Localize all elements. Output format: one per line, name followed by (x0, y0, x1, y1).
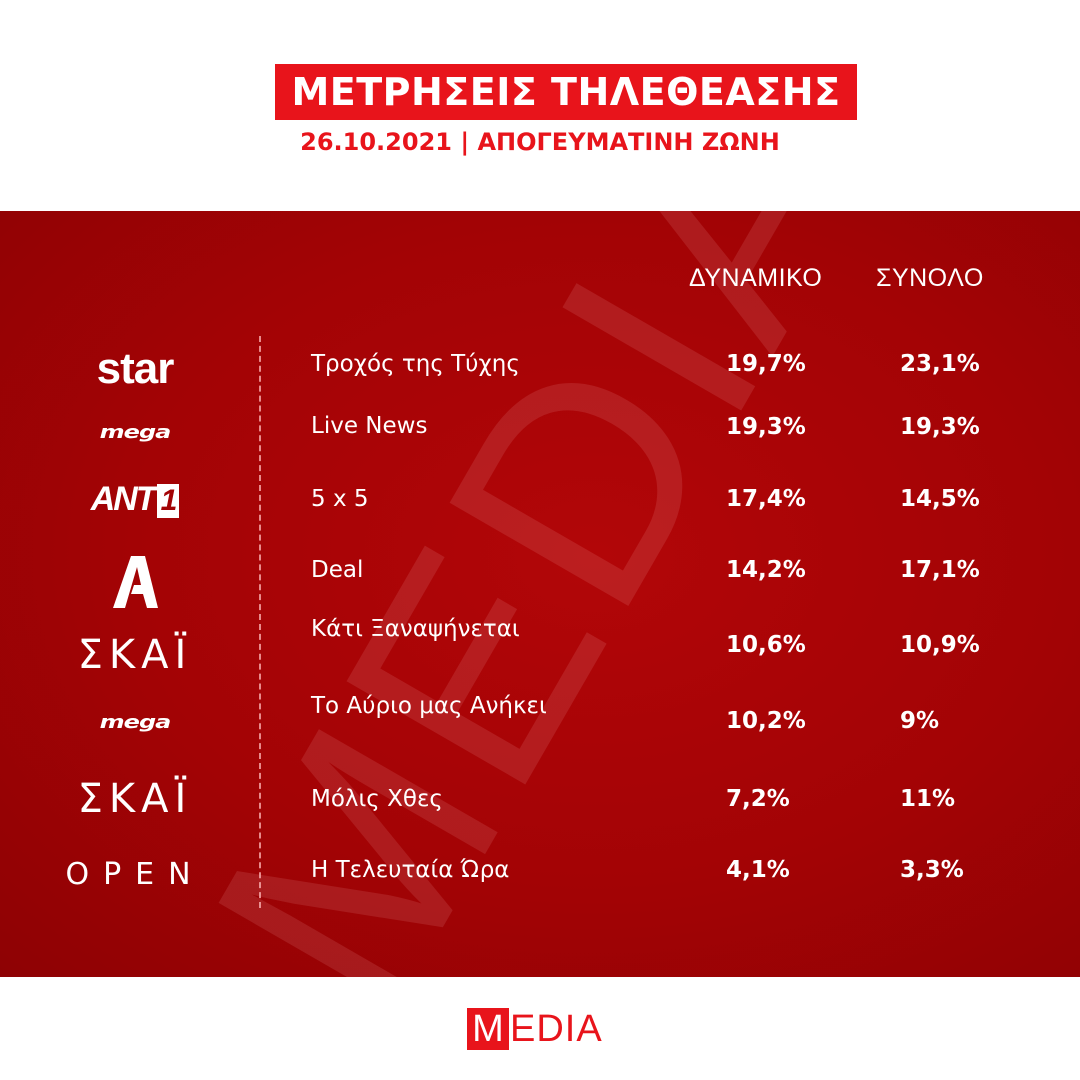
mega-logo-text: mega (99, 421, 172, 443)
ant1-logo-ant: ANT (90, 479, 157, 518)
dynamic-value: 7,2% (726, 786, 790, 812)
total-value: 9% (900, 708, 940, 734)
total-value: 19,3% (900, 414, 980, 440)
show-name: Η Τελευταία Ώρα (311, 857, 510, 883)
show-name: Κάτι Ξαναψήνεται (311, 616, 520, 642)
column-header-total: ΣΥΝΟΛΟ (876, 264, 984, 292)
ant1-channel-logo: ANT 1 (70, 476, 200, 522)
skai-logo-text: ΣΚΑΪ (77, 632, 193, 678)
total-value: 10,9% (900, 632, 980, 658)
skai-logo-text: ΣΚΑΪ (77, 776, 193, 822)
show-name: 5 x 5 (311, 486, 369, 512)
total-value: 14,5% (900, 486, 980, 512)
dashed-divider (259, 336, 261, 908)
media-footer-logo: M EDIA (467, 1006, 603, 1050)
dynamic-value: 10,2% (726, 708, 806, 734)
dynamic-value: 17,4% (726, 486, 806, 512)
show-name: Live News (311, 413, 428, 439)
skai-channel-logo: ΣΚΑΪ (70, 630, 200, 680)
show-name: Μόλις Χθες (311, 786, 443, 812)
total-value: 11% (900, 786, 956, 812)
page-subtitle: 26.10.2021 | ΑΠΟΓΕΥΜΑΤΙΝΗ ΖΩΝΗ (300, 128, 780, 156)
media-logo-m: M (467, 1008, 509, 1050)
show-name: Το Αύριο μας Ανήκει (311, 693, 547, 719)
ratings-panel: MEDIA (0, 211, 1080, 977)
page-title: ΜΕΤΡΗΣΕΙΣ ΤΗΛΕΘΕΑΣΗΣ (275, 64, 857, 120)
show-name: Deal (311, 557, 364, 583)
dynamic-value: 19,3% (726, 414, 806, 440)
alpha-channel-logo (70, 552, 200, 612)
total-value: 3,3% (900, 857, 964, 883)
media-logo-rest: EDIA (510, 1008, 603, 1050)
dynamic-value: 10,6% (726, 632, 806, 658)
dynamic-value: 19,7% (726, 351, 806, 377)
open-channel-logo: OPEN (65, 852, 200, 896)
skai-channel-logo: ΣΚΑΪ (70, 774, 200, 824)
dynamic-value: 14,2% (726, 557, 806, 583)
star-channel-logo: star (70, 344, 200, 394)
alpha-logo-icon (113, 556, 158, 608)
total-value: 23,1% (900, 351, 980, 377)
mega-channel-logo: mega (70, 704, 200, 740)
ant1-logo-one: 1 (156, 483, 180, 518)
mega-logo-text: mega (99, 711, 172, 733)
ant1-logo-text: ANT 1 (91, 480, 180, 519)
mega-channel-logo: mega (70, 414, 200, 450)
column-header-dynamic: ΔΥΝΑΜΙΚΟ (689, 264, 823, 292)
open-logo-text: OPEN (65, 856, 205, 892)
dynamic-value: 4,1% (726, 857, 790, 883)
show-name: Τροχός της Τύχης (311, 351, 520, 377)
star-logo-text: star (96, 344, 175, 393)
total-value: 17,1% (900, 557, 980, 583)
